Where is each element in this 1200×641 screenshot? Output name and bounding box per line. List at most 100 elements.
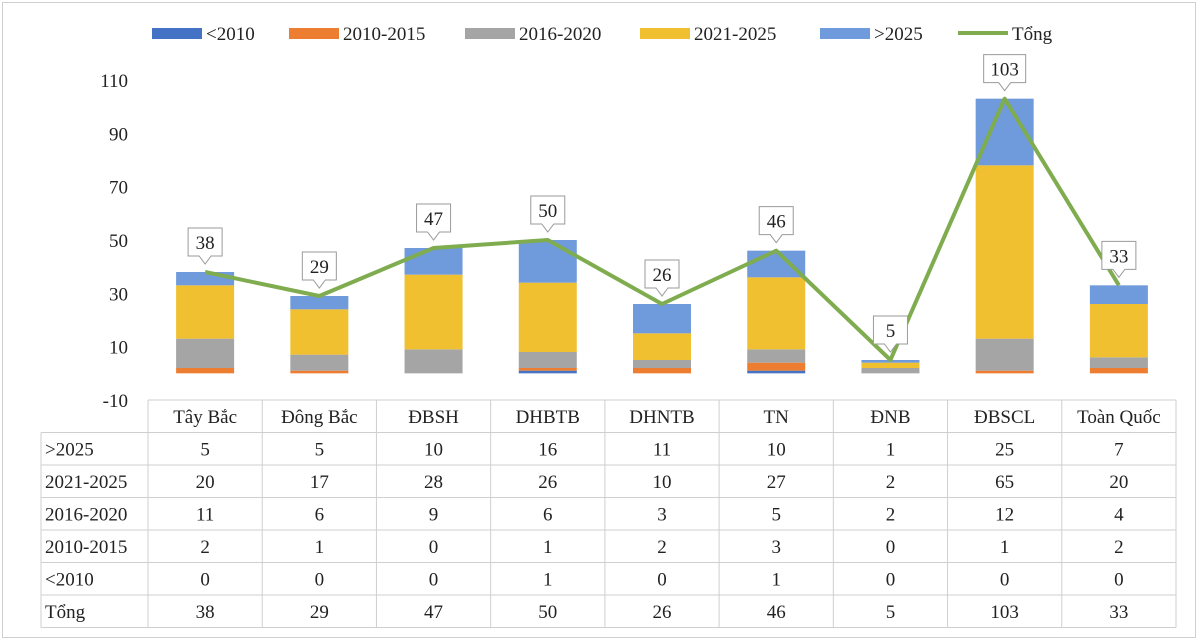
bar-2010-2015-dhntb xyxy=(633,368,691,374)
bar-series xyxy=(176,98,1148,374)
legend-swatch-2021-2025 xyxy=(640,28,690,39)
table-cell-2016-2020-dhbtb: 6 xyxy=(543,505,553,526)
table-cell-2010-bscl: 0 xyxy=(1000,570,1010,591)
total-label-to-n-qu-c: 33 xyxy=(1109,246,1128,267)
table-cell-2025-bscl: 25 xyxy=(995,440,1014,461)
table-cell-2021-2025-nb: 2 xyxy=(886,472,896,493)
table-cell-t-ng-ng-b-c: 29 xyxy=(310,602,329,623)
table-cell-2016-2020-tn: 5 xyxy=(771,505,781,526)
table-cell-2010-nb: 0 xyxy=(886,570,896,591)
table-cell-2016-2020-nb: 2 xyxy=(886,505,896,526)
category-label-ng-b-c: Đông Bắc xyxy=(281,407,358,428)
table-cell-2021-2025-dhbtb: 26 xyxy=(538,472,557,493)
table-cell-t-ng-bsh: 47 xyxy=(424,602,443,623)
table-cell-2010-dhbtb: 1 xyxy=(543,570,553,591)
table-cell-t-ng-dhntb: 26 xyxy=(653,602,672,623)
y-tick-label-10: 10 xyxy=(109,338,128,359)
table-cell-2010-tn: 1 xyxy=(771,570,781,591)
table-cell-2016-2020-to-n-qu-c: 4 xyxy=(1114,505,1124,526)
total-label-t-y-b-c: 38 xyxy=(196,233,215,254)
y-axis: -10 10 30 50 70 90 110 xyxy=(100,71,128,412)
bar-2021-2025-to-n-qu-c xyxy=(1089,304,1148,358)
table-row-label-2010-2015: 2010-2015 xyxy=(45,537,127,558)
chart-legend: <2010 2010-2015 2016-2020 2021-2025 >2025 Tổn… xyxy=(152,24,1053,45)
y-tick-label-30: 30 xyxy=(109,284,128,305)
table-row-label-2010: <2010 xyxy=(45,570,94,591)
table-cell-2016-2020-bsh: 9 xyxy=(429,505,439,526)
table-cell-2016-2020-bscl: 12 xyxy=(995,505,1014,526)
table-row-label-2016-2020: 2016-2020 xyxy=(45,505,127,526)
table-cell-2021-2025-bsh: 28 xyxy=(424,472,443,493)
total-callout-ng-b-c xyxy=(301,251,337,289)
total-callout-t-y-b-c xyxy=(187,227,223,265)
legend-label-2010: <2010 xyxy=(206,24,255,45)
bar-2010-2015-t-y-b-c xyxy=(176,368,235,374)
category-label-bsh: ĐBSH xyxy=(408,407,459,428)
total-label-nb: 5 xyxy=(886,321,896,342)
table-cell-2025-dhntb: 11 xyxy=(653,440,671,461)
bar-2025-dhbtb xyxy=(518,240,577,283)
table-cell-2010-2015-ng-b-c: 1 xyxy=(315,537,325,558)
table-cell-t-ng-t-y-b-c: 38 xyxy=(196,602,215,623)
y-tick-label-10: -10 xyxy=(103,391,128,412)
total-callout-bsh xyxy=(416,203,452,241)
total-label-bscl: 103 xyxy=(990,60,1019,81)
y-tick-label-110: 110 xyxy=(100,71,128,92)
table-cell-2010-2015-to-n-qu-c: 2 xyxy=(1114,537,1124,558)
category-label-t-y-b-c: Tây Bắc xyxy=(173,407,237,428)
bar-2021-2025-bsh xyxy=(404,274,463,350)
bar-2021-2025-nb xyxy=(861,362,920,368)
table-cell-2025-nb: 1 xyxy=(886,440,896,461)
legend-label-2010-2015: 2010-2015 xyxy=(343,24,425,45)
table-row-label-2021-2025: 2021-2025 xyxy=(45,472,127,493)
bar-2021-2025-ng-b-c xyxy=(290,309,349,355)
table-cell-2010-2015-bsh: 0 xyxy=(429,537,439,558)
table-cell-2021-2025-tn: 27 xyxy=(767,472,786,493)
table-cell-2025-tn: 10 xyxy=(767,440,786,461)
table-cell-2021-2025-ng-b-c: 17 xyxy=(310,472,329,493)
table-cell-2010-2015-bscl: 1 xyxy=(1000,537,1010,558)
bar-2016-2020-ng-b-c xyxy=(290,354,349,371)
table-cell-t-ng-tn: 46 xyxy=(767,602,786,623)
bar-2016-2020-to-n-qu-c xyxy=(1089,357,1148,368)
table-cell-2025-bsh: 10 xyxy=(424,440,443,461)
bar-2010-tn xyxy=(747,370,806,374)
table-cell-2016-2020-t-y-b-c: 11 xyxy=(196,505,214,526)
bar-2016-2020-tn xyxy=(747,349,806,363)
y-tick-label-90: 90 xyxy=(109,124,128,145)
legend-label-2021-2025: 2021-2025 xyxy=(694,24,776,45)
bar-2021-2025-bscl xyxy=(975,165,1034,339)
bar-2010-2015-ng-b-c xyxy=(290,370,349,374)
table-cell-2025-to-n-qu-c: 7 xyxy=(1114,440,1124,461)
bar-2025-tn xyxy=(747,250,806,278)
bar-2021-2025-t-y-b-c xyxy=(176,285,235,339)
total-callout-dhntb xyxy=(644,259,680,297)
category-label-dhbtb: DHBTB xyxy=(516,407,580,428)
bar-2010-2015-tn xyxy=(747,362,806,371)
bar-2016-2020-dhntb xyxy=(633,360,691,368)
bar-2010-2015-bscl xyxy=(975,370,1034,374)
total-callout-tn xyxy=(758,206,794,244)
table-cell-t-ng-dhbtb: 50 xyxy=(538,602,557,623)
table-cell-2010-2015-t-y-b-c: 2 xyxy=(200,537,210,558)
table-cell-2010-2015-tn: 3 xyxy=(771,537,781,558)
total-line xyxy=(204,96,1121,362)
bar-2016-2020-nb xyxy=(861,368,920,374)
bar-2025-dhntb xyxy=(633,304,691,334)
bar-2021-2025-tn xyxy=(747,277,806,350)
table-cell-2016-2020-ng-b-c: 6 xyxy=(315,505,325,526)
total-callout-nb xyxy=(872,315,908,353)
table-cell-2010-2015-dhbtb: 1 xyxy=(543,537,553,558)
y-tick-label-70: 70 xyxy=(109,178,128,199)
table-row-label-t-ng: Tổng xyxy=(45,602,86,623)
table-cell-2010-2015-dhntb: 2 xyxy=(657,537,667,558)
table-cell-2025-ng-b-c: 5 xyxy=(315,440,325,461)
bar-2016-2020-bsh xyxy=(404,349,463,374)
table-cell-2010-dhntb: 0 xyxy=(657,570,667,591)
table-cell-2010-bsh: 0 xyxy=(429,570,439,591)
category-label-nb: ĐNB xyxy=(870,407,910,428)
y-tick-label-50: 50 xyxy=(109,231,128,252)
bar-2021-2025-dhntb xyxy=(633,333,691,360)
total-label-bsh: 47 xyxy=(424,209,443,230)
